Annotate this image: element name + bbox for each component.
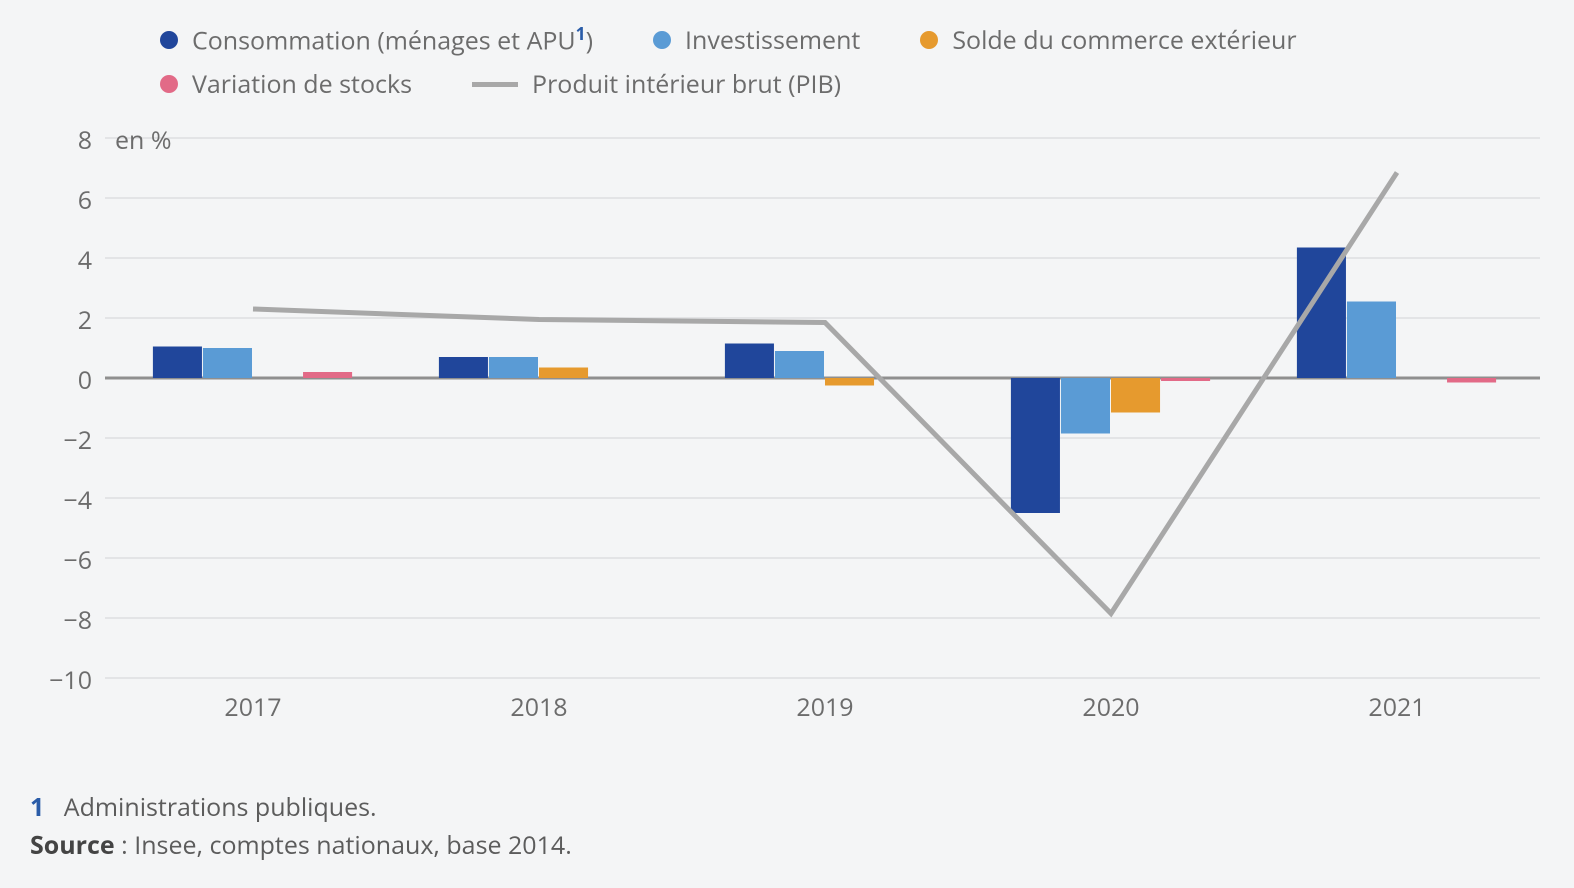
- bar-consommation-2020: [1011, 378, 1060, 513]
- legend-label: Solde du commerce extérieur: [952, 23, 1296, 57]
- legend-swatch: [653, 31, 671, 49]
- legend: Consommation (ménages et APU1) Investisse…: [160, 22, 1534, 101]
- legend-item-consommation: Consommation (ménages et APU1): [160, 22, 593, 57]
- footnote-text: Administrations publiques.: [64, 790, 377, 824]
- legend-label: Variation de stocks: [192, 67, 412, 101]
- footnote-number: 1: [30, 790, 44, 824]
- bar-variation_stocks-2021: [1447, 378, 1496, 383]
- bar-investissement-2017: [203, 348, 252, 378]
- y-tick-label: 8: [32, 123, 92, 157]
- bar-consommation-2017: [153, 347, 202, 379]
- line-pib: [253, 173, 1397, 614]
- legend-item-solde_commerce: Solde du commerce extérieur: [920, 22, 1296, 57]
- x-tick-label: 2020: [1082, 690, 1139, 724]
- y-tick-label: 6: [32, 183, 92, 217]
- bar-investissement-2020: [1061, 378, 1110, 434]
- legend-item-pib: Produit intérieur brut (PIB): [472, 67, 841, 101]
- bar-investissement-2018: [489, 357, 538, 378]
- y-tick-label: −8: [32, 603, 92, 637]
- plot-area: 86420−2−4−6−8−10 en % 201720182019202020…: [0, 120, 1574, 720]
- bar-solde_commerce-2020: [1111, 378, 1160, 413]
- legend-swatch: [920, 31, 938, 49]
- x-tick-label: 2018: [510, 690, 567, 724]
- legend-label: Investissement: [685, 23, 860, 57]
- y-tick-label: 2: [32, 303, 92, 337]
- x-tick-label: 2019: [796, 690, 853, 724]
- legend-item-variation_stocks: Variation de stocks: [160, 67, 412, 101]
- source-text: : Insee, comptes nationaux, base 2014.: [115, 828, 572, 862]
- y-tick-label: −2: [32, 423, 92, 457]
- legend-label: Produit intérieur brut (PIB): [532, 67, 841, 101]
- bar-consommation-2019: [725, 344, 774, 379]
- legend-item-investissement: Investissement: [653, 22, 860, 57]
- y-tick-label: 0: [32, 363, 92, 397]
- bar-solde_commerce-2019: [825, 378, 874, 386]
- source-line: Source : Insee, comptes nationaux, base …: [30, 828, 572, 862]
- y-tick-label: −6: [32, 543, 92, 577]
- bar-variation_stocks-2020: [1161, 378, 1210, 381]
- y-axis-unit: en %: [115, 123, 172, 157]
- bar-solde_commerce-2018: [539, 368, 588, 379]
- source-label: Source: [30, 828, 115, 862]
- chart-container: Consommation (ménages et APU1) Investisse…: [0, 0, 1574, 888]
- x-tick-label: 2017: [224, 690, 281, 724]
- y-tick-label: 4: [32, 243, 92, 277]
- bar-consommation-2018: [439, 357, 488, 378]
- bar-investissement-2019: [775, 351, 824, 378]
- bar-variation_stocks-2017: [303, 372, 352, 378]
- legend-label: Consommation (ménages et APU1): [192, 22, 593, 57]
- footnote-1: 1 Administrations publiques.: [30, 790, 377, 824]
- bar-investissement-2021: [1347, 302, 1396, 379]
- chart-svg: [0, 120, 1574, 720]
- legend-line-swatch: [472, 82, 518, 87]
- legend-swatch: [160, 75, 178, 93]
- legend-swatch: [160, 31, 178, 49]
- y-tick-label: −10: [32, 663, 92, 697]
- x-tick-label: 2021: [1368, 690, 1425, 724]
- y-tick-label: −4: [32, 483, 92, 517]
